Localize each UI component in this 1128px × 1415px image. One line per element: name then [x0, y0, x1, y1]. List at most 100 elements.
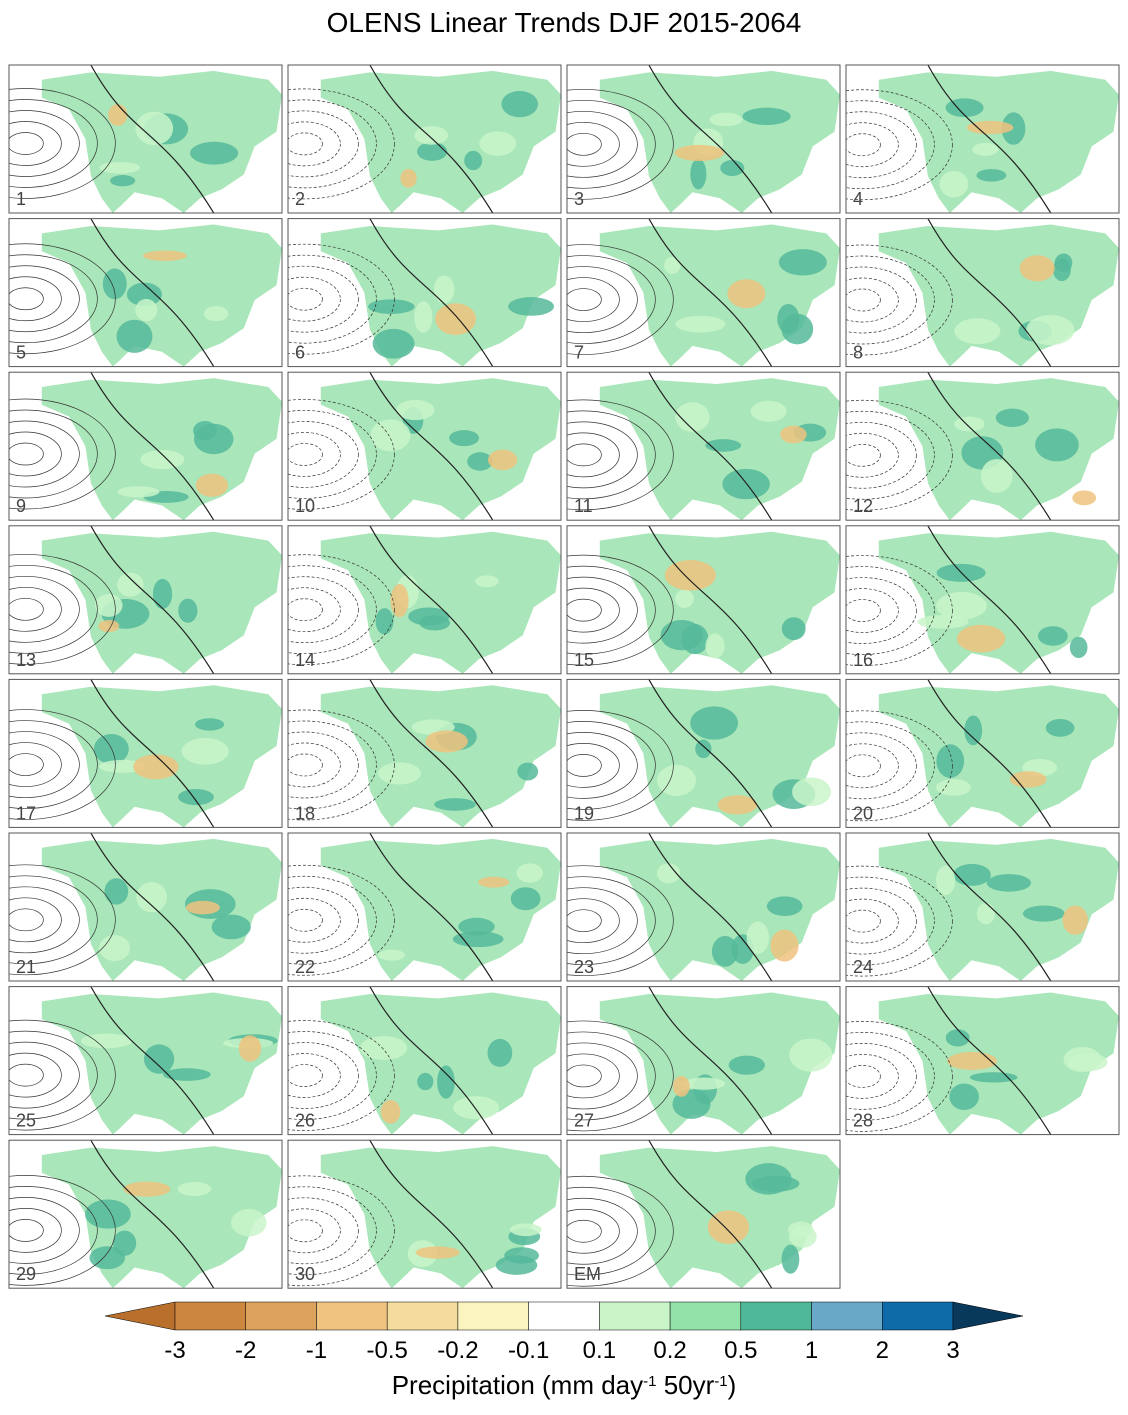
shading-patch [117, 572, 144, 597]
contour-line [288, 421, 359, 488]
shading-patch [178, 598, 198, 623]
contour-line [846, 399, 953, 511]
contour-line [846, 909, 881, 933]
contour-line [288, 886, 359, 954]
shading-patch [675, 402, 710, 432]
shading-patch [1026, 314, 1075, 346]
contour-line [9, 897, 62, 943]
contour-line [288, 753, 323, 777]
shading-patch [995, 408, 1029, 427]
contour-line [288, 709, 395, 821]
shading-patch [163, 1068, 211, 1081]
contour-line [9, 908, 44, 932]
contour-line [567, 865, 674, 977]
colorbar-box [245, 1301, 317, 1331]
contour-line [9, 886, 80, 954]
shading-patch [745, 1163, 792, 1195]
shading-patch [453, 1096, 500, 1120]
contour-line [567, 1197, 638, 1265]
colorbar-tick-label: 1 [805, 1337, 818, 1364]
contour-line [9, 1052, 62, 1098]
contour-line [9, 420, 80, 488]
shading-patch [475, 575, 499, 588]
panel-label: 27 [574, 1111, 594, 1131]
contour-line [567, 598, 602, 622]
shading-patch [939, 170, 969, 198]
shading-patch [1069, 636, 1088, 659]
shading-patch [185, 900, 220, 915]
shading-patch [417, 141, 448, 161]
contour-line [567, 876, 656, 966]
shading-patch [792, 777, 831, 807]
shading-patch [89, 1246, 126, 1270]
shading-patch [99, 161, 141, 174]
panel-label: 23 [574, 957, 594, 977]
contour-line [288, 731, 359, 799]
shading-patch [781, 1244, 800, 1274]
panel-label: 15 [574, 650, 594, 670]
shading-patch [116, 319, 153, 353]
contour-line [9, 1019, 116, 1131]
colorbar-label: Precipitation (mm day-1 50yr-1) [392, 1370, 737, 1400]
map-body [567, 218, 840, 367]
shading-patch [449, 430, 480, 447]
contour-line [90, 679, 215, 828]
map-body [9, 833, 282, 981]
shading-patch [936, 744, 965, 778]
contour-line [9, 753, 44, 776]
contour-line [567, 754, 602, 777]
shading-patch [1072, 490, 1097, 506]
contour-line [846, 277, 899, 323]
shading-patch [976, 902, 996, 925]
contour-line [9, 254, 98, 344]
shading-patch [203, 305, 229, 322]
shading-patch [707, 1210, 750, 1244]
contour-line [288, 254, 377, 344]
shading-patch [966, 120, 1014, 135]
shading-patch [181, 737, 229, 765]
shading-patch [231, 1208, 267, 1237]
contour-line [288, 132, 323, 156]
shading-patch [372, 328, 415, 359]
shading-patch [108, 104, 128, 126]
shading-patch [425, 730, 468, 753]
contour-line [567, 587, 620, 633]
contour-line [567, 887, 638, 955]
map-body [567, 525, 840, 674]
panel-label: 13 [16, 650, 36, 670]
shading-patch [664, 560, 716, 591]
contour-line [648, 65, 773, 213]
panel-label: 25 [16, 1111, 36, 1131]
shading-patch [964, 715, 983, 746]
contour-line [9, 742, 62, 787]
shading-patch [945, 1029, 970, 1047]
colorbar-tick-label: -2 [235, 1337, 256, 1364]
shading-patch [780, 425, 807, 444]
shading-patch [390, 584, 409, 618]
map-panel: 6 [287, 218, 562, 368]
contour-line [288, 908, 323, 932]
contour-line [9, 276, 62, 322]
map-panel: 24 [845, 832, 1120, 982]
contour-line [567, 99, 656, 189]
panel-border [287, 525, 562, 675]
shading-patch [657, 863, 681, 884]
map-body [288, 679, 561, 828]
contour-line [648, 1140, 773, 1289]
map-body [288, 525, 561, 674]
map-body [288, 833, 561, 981]
map-body [288, 986, 561, 1135]
shading-patch [986, 874, 1032, 892]
shading-patch [414, 301, 433, 333]
shading-patch [194, 718, 225, 731]
map-panel: 28 [845, 986, 1120, 1136]
panel-border [8, 525, 283, 675]
contour-line [846, 288, 881, 312]
panel-label: 19 [574, 803, 594, 823]
map-body [288, 1140, 561, 1289]
colorbar-box [528, 1301, 600, 1331]
panel-border [287, 218, 562, 368]
panel-label: 14 [295, 650, 315, 670]
colorbar-box [316, 1301, 388, 1331]
shading-patch [781, 617, 806, 641]
